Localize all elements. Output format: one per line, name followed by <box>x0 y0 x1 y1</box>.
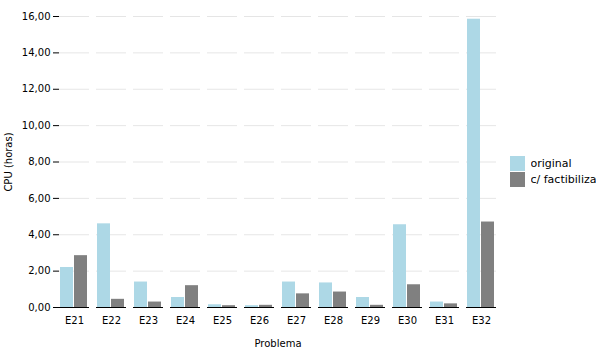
svg-text:E22: E22 <box>102 315 121 326</box>
svg-text:12,00: 12,00 <box>22 83 51 94</box>
svg-text:4,00: 4,00 <box>28 229 50 240</box>
svg-text:E21: E21 <box>65 315 84 326</box>
svg-text:E29: E29 <box>361 315 380 326</box>
html-text:c/ factibiliza: c/ factibiliza <box>530 172 597 186</box>
svg-text:E28: E28 <box>324 315 343 326</box>
svg-text:10,00: 10,00 <box>22 120 51 131</box>
svg-text:E23: E23 <box>139 315 158 326</box>
svg-text:8,00: 8,00 <box>28 156 50 167</box>
svg-text:16,00: 16,00 <box>22 11 51 22</box>
svg-text:E31: E31 <box>435 315 454 326</box>
svg-text:E24: E24 <box>176 315 195 326</box>
svg-text:E32: E32 <box>472 315 491 326</box>
svg-text:E26: E26 <box>250 315 269 326</box>
svg-text:E30: E30 <box>398 315 417 326</box>
svg-text:0,00: 0,00 <box>28 302 50 313</box>
svg-text:2,00: 2,00 <box>28 265 50 276</box>
svg-text:14,00: 14,00 <box>22 47 51 58</box>
svg-text:6,00: 6,00 <box>28 193 50 204</box>
html-text:original: original <box>530 156 572 170</box>
svg-text:Problema: Problema <box>254 338 301 349</box>
svg-text:E27: E27 <box>287 315 306 326</box>
svg-text:CPU (horas): CPU (horas) <box>3 132 14 191</box>
svg-text:E25: E25 <box>213 315 232 326</box>
